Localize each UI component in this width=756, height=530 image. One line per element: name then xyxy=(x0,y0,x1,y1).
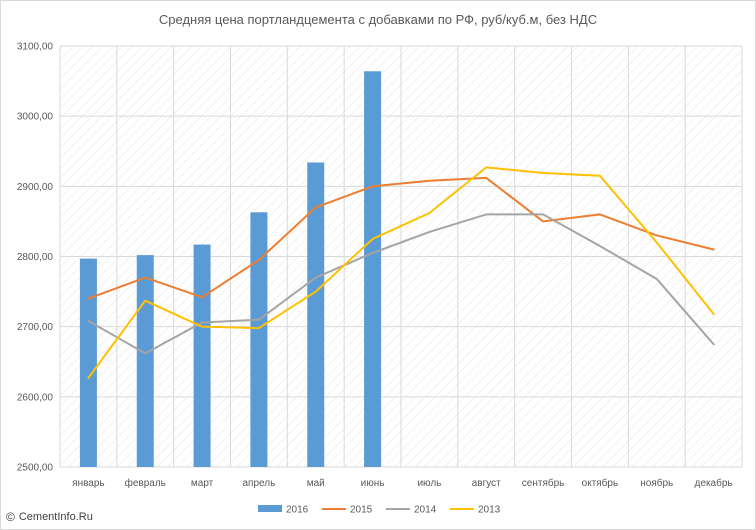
x-tick-label: август xyxy=(472,478,501,489)
x-tick-label: ноябрь xyxy=(640,477,673,489)
bar-2016 xyxy=(136,255,154,467)
bar-2016 xyxy=(364,71,382,467)
bar-2016 xyxy=(193,244,211,467)
x-tick-label: март xyxy=(191,478,214,489)
y-tick-label: 2900,00 xyxy=(17,182,54,193)
legend-swatch-2016 xyxy=(258,505,282,512)
y-tick-label: 2700,00 xyxy=(17,322,54,333)
legend: 2016 2015 2014 2013 xyxy=(258,505,501,516)
line-2013 xyxy=(87,166,715,379)
x-tick-label: май xyxy=(307,478,325,489)
watermark: © CementInfo.Ru xyxy=(6,510,93,524)
lines-layer xyxy=(87,166,715,379)
chart-title: Средняя цена портландцемента с добавками… xyxy=(158,12,598,27)
line-2014 xyxy=(87,213,715,355)
x-tick-label: февраль xyxy=(125,477,166,489)
x-tick-label: октябрь xyxy=(582,477,619,489)
x-tick-label: апрель xyxy=(243,478,276,489)
y-tick-label: 2600,00 xyxy=(17,392,54,403)
grid-layer xyxy=(59,45,743,468)
y-tick-label: 3100,00 xyxy=(17,42,54,53)
bar-2016 xyxy=(307,162,325,467)
watermark-site: CementInfo.Ru xyxy=(18,511,93,523)
y-tick-label: 3000,00 xyxy=(17,112,54,123)
axis-layer: 2500,00 2600,00 2700,00 2800,00 2900,00 3000,… xyxy=(17,42,733,490)
y-tick-label: 2500,00 xyxy=(17,463,54,474)
bars-layer xyxy=(79,71,382,467)
legend-label-2016: 2016 xyxy=(286,505,309,516)
legend-label-2014: 2014 xyxy=(414,505,437,516)
legend-label-2015: 2015 xyxy=(350,505,373,516)
copyright-symbol: © xyxy=(6,510,15,524)
line-2015 xyxy=(87,176,715,300)
bar-2016 xyxy=(250,212,268,467)
x-tick-label: июнь xyxy=(361,478,385,489)
legend-label-2013: 2013 xyxy=(478,505,501,516)
x-tick-label: июль xyxy=(417,478,441,489)
bar-2016 xyxy=(79,258,97,467)
x-tick-label: январь xyxy=(72,478,104,489)
x-tick-label: декабрь xyxy=(695,477,733,489)
y-tick-label: 2800,00 xyxy=(17,252,54,263)
x-tick-label: сентябрь xyxy=(522,477,565,489)
